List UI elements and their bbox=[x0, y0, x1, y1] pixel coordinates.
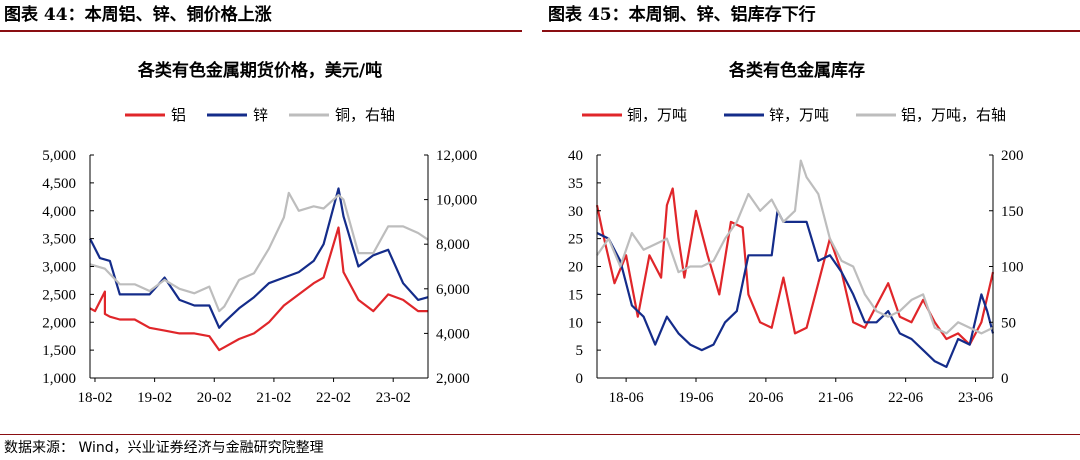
y-left-tick-label: 5 bbox=[576, 343, 584, 359]
y-right-tick-label: 200 bbox=[1001, 148, 1024, 164]
legend-label: 锌 bbox=[253, 106, 268, 124]
chart-title: 各类有色金属期货价格，美元/吨 bbox=[137, 60, 382, 81]
y-right-tick-label: 10,000 bbox=[436, 193, 477, 209]
header-rule-left bbox=[0, 30, 522, 32]
y-left-tick-label: 4,500 bbox=[42, 176, 76, 192]
series-line bbox=[596, 159, 994, 335]
y-right-tick-label: 12,000 bbox=[436, 148, 477, 164]
y-left-tick-label: 35 bbox=[568, 176, 583, 192]
x-tick-label: 22-02 bbox=[316, 390, 351, 406]
y-left-tick-label: 5,000 bbox=[42, 148, 76, 164]
y-left-tick-label: 2,000 bbox=[42, 315, 76, 331]
metal-prices-chart: 各类有色金属期货价格，美元/吨 铝 锌 铜，右轴 1,000 1,500 2,000 2,5… bbox=[42, 60, 477, 406]
y-right-tick-label: 2,000 bbox=[436, 371, 470, 387]
y-right-tick-label: 6,000 bbox=[436, 282, 470, 298]
y-left-tick-label: 20 bbox=[568, 260, 583, 276]
y-left-tick-label: 25 bbox=[568, 232, 583, 248]
legend-label: 铜，万吨 bbox=[627, 106, 687, 124]
source-note: 数据来源： Wind，兴业证券经济与金融研究院整理 bbox=[4, 440, 324, 456]
x-tick-label: 21-06 bbox=[818, 390, 853, 406]
footer-rule bbox=[0, 434, 1080, 435]
x-tick-label: 22-06 bbox=[888, 390, 923, 406]
legend-label: 铝 bbox=[171, 106, 186, 124]
x-tick-label: 18-06 bbox=[609, 390, 644, 406]
x-tick-label: 20-06 bbox=[748, 390, 783, 406]
y-left-tick-label: 40 bbox=[568, 148, 583, 164]
series-line bbox=[596, 209, 995, 368]
x-tick-label: 18-02 bbox=[77, 390, 112, 406]
y-right-tick-label: 150 bbox=[1001, 204, 1024, 220]
y-right-tick-label: 100 bbox=[1001, 260, 1024, 276]
y-left-tick-label: 1,000 bbox=[42, 371, 76, 387]
metal-inventory-chart: 各类有色金属库存 铜，万吨 锌，万吨 铝，万吨，右轴 0 5 10 15 20 25 30 35 40… bbox=[568, 60, 1024, 406]
series-line bbox=[89, 187, 429, 329]
y-left-tick-label: 0 bbox=[576, 371, 584, 387]
y-left-tick-label: 3,000 bbox=[42, 260, 76, 276]
y-right-tick-label: 50 bbox=[1001, 315, 1016, 331]
y-left-tick-label: 15 bbox=[568, 287, 583, 303]
x-tick-label: 23-06 bbox=[958, 390, 993, 406]
legend-label: 锌，万吨 bbox=[769, 106, 829, 124]
y-left-tick-label: 10 bbox=[568, 315, 583, 331]
y-left-tick-label: 3,500 bbox=[42, 232, 76, 248]
legend-label: 铜，右轴 bbox=[335, 106, 395, 124]
x-tick-label: 20-02 bbox=[197, 390, 232, 406]
legend-label: 铝，万吨，右轴 bbox=[901, 106, 1006, 124]
x-tick-label: 19-02 bbox=[137, 390, 172, 406]
x-tick-label: 19-06 bbox=[679, 390, 714, 406]
figure-45-header: 图表 45：本周铜、锌、铝库存下行 bbox=[548, 5, 816, 25]
series-line bbox=[595, 187, 995, 346]
y-left-tick-label: 30 bbox=[568, 204, 583, 220]
chart-title: 各类有色金属库存 bbox=[728, 60, 865, 81]
y-left-tick-label: 1,500 bbox=[42, 343, 76, 359]
y-left-tick-label: 4,000 bbox=[42, 204, 76, 220]
y-right-tick-label: 0 bbox=[1001, 371, 1009, 387]
header-rule-right bbox=[542, 30, 1080, 32]
series-line bbox=[89, 191, 429, 313]
y-right-tick-label: 4,000 bbox=[436, 326, 470, 342]
y-left-tick-label: 2,500 bbox=[42, 287, 76, 303]
series-line bbox=[89, 226, 428, 352]
x-tick-label: 21-02 bbox=[256, 390, 291, 406]
x-tick-label: 23-02 bbox=[376, 390, 411, 406]
figure-44-header: 图表 44：本周铝、锌、铜价格上涨 bbox=[4, 5, 272, 25]
y-right-tick-label: 8,000 bbox=[436, 237, 470, 253]
